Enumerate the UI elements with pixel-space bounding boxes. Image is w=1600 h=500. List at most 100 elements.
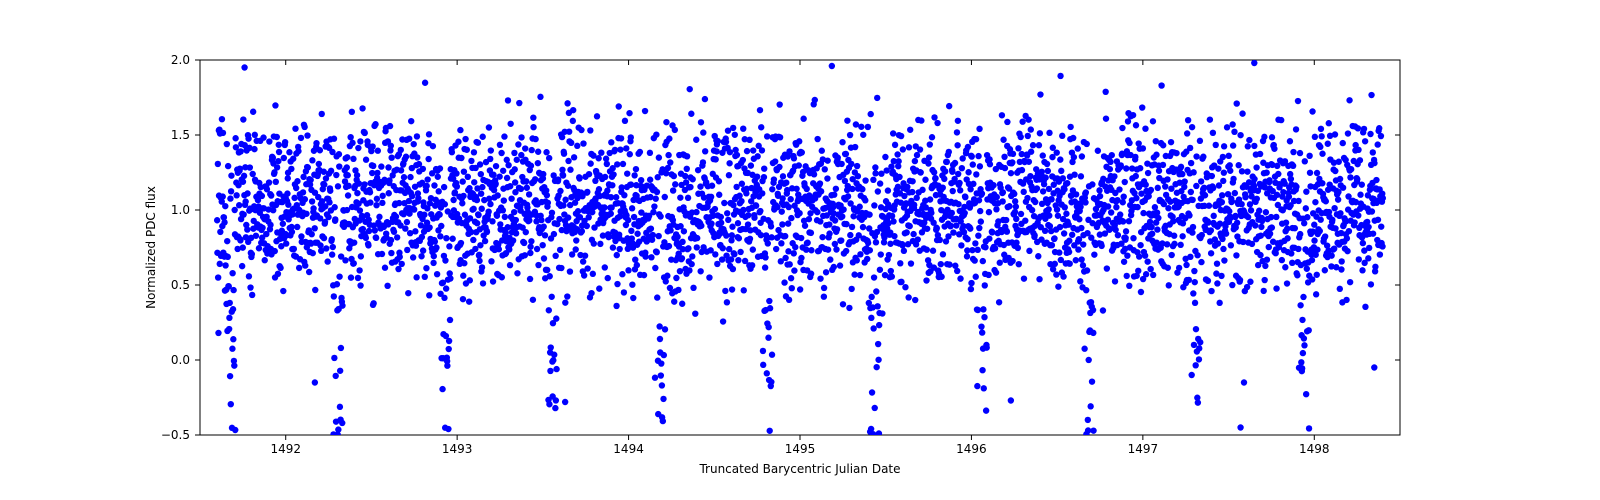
data-point bbox=[1195, 399, 1201, 405]
data-point bbox=[979, 367, 985, 373]
data-point bbox=[1375, 141, 1381, 147]
data-point bbox=[1232, 190, 1238, 196]
data-point bbox=[631, 172, 637, 178]
data-point bbox=[906, 144, 912, 150]
data-point bbox=[225, 254, 231, 260]
data-point bbox=[272, 248, 278, 254]
data-point bbox=[246, 273, 252, 279]
data-point bbox=[373, 202, 379, 208]
data-point bbox=[642, 108, 648, 114]
data-point bbox=[443, 235, 449, 241]
data-point bbox=[762, 254, 768, 260]
data-point bbox=[397, 254, 403, 260]
data-point bbox=[1297, 231, 1303, 237]
data-point bbox=[847, 132, 853, 138]
data-point bbox=[1309, 108, 1315, 114]
data-point bbox=[215, 330, 221, 336]
data-point bbox=[1144, 258, 1150, 264]
data-point bbox=[642, 253, 648, 259]
data-point bbox=[1085, 357, 1091, 363]
data-point bbox=[976, 197, 982, 203]
data-point bbox=[1019, 167, 1025, 173]
data-point bbox=[565, 214, 571, 220]
data-point bbox=[423, 265, 429, 271]
data-point bbox=[723, 232, 729, 238]
data-point bbox=[664, 273, 670, 279]
data-point bbox=[571, 154, 577, 160]
data-point bbox=[228, 188, 234, 194]
data-point bbox=[1348, 166, 1354, 172]
data-point bbox=[716, 178, 722, 184]
data-point bbox=[899, 242, 905, 248]
data-point bbox=[514, 270, 520, 276]
data-point bbox=[1040, 152, 1046, 158]
data-point bbox=[890, 218, 896, 224]
data-point bbox=[718, 214, 724, 220]
data-point bbox=[358, 253, 364, 259]
data-point bbox=[310, 205, 316, 211]
data-point bbox=[1217, 220, 1223, 226]
data-point bbox=[1237, 424, 1243, 430]
data-point bbox=[736, 193, 742, 199]
data-point bbox=[524, 185, 530, 191]
data-point bbox=[1126, 283, 1132, 289]
data-point bbox=[708, 194, 714, 200]
data-point bbox=[411, 141, 417, 147]
data-point bbox=[420, 247, 426, 253]
data-point bbox=[1187, 254, 1193, 260]
data-point bbox=[497, 142, 503, 148]
data-point bbox=[1307, 170, 1313, 176]
data-point bbox=[587, 160, 593, 166]
data-point bbox=[333, 373, 339, 379]
data-point bbox=[955, 118, 961, 124]
data-point bbox=[1221, 257, 1227, 263]
data-point bbox=[876, 430, 882, 436]
data-point bbox=[321, 235, 327, 241]
data-point bbox=[970, 181, 976, 187]
data-point bbox=[759, 147, 765, 153]
data-point bbox=[838, 161, 844, 167]
data-point bbox=[471, 149, 477, 155]
data-point bbox=[1282, 264, 1288, 270]
data-point bbox=[1220, 246, 1226, 252]
data-point bbox=[331, 204, 337, 210]
data-point bbox=[1028, 126, 1034, 132]
data-point bbox=[955, 171, 961, 177]
data-point bbox=[1192, 362, 1198, 368]
data-point bbox=[276, 149, 282, 155]
data-point bbox=[665, 152, 671, 158]
data-point bbox=[937, 237, 943, 243]
data-point bbox=[1262, 263, 1268, 269]
data-point bbox=[221, 219, 227, 225]
data-point bbox=[954, 268, 960, 274]
data-point bbox=[565, 183, 571, 189]
data-point bbox=[362, 130, 368, 136]
data-point bbox=[1359, 181, 1365, 187]
data-point bbox=[964, 236, 970, 242]
data-point bbox=[240, 116, 246, 122]
data-point bbox=[512, 166, 518, 172]
data-point bbox=[530, 124, 536, 130]
data-point bbox=[721, 200, 727, 206]
data-point bbox=[298, 135, 304, 141]
data-point bbox=[515, 141, 521, 147]
data-point bbox=[220, 193, 226, 199]
data-point bbox=[430, 143, 436, 149]
data-point bbox=[1269, 224, 1275, 230]
data-point bbox=[351, 260, 357, 266]
data-point bbox=[1264, 257, 1270, 263]
data-point bbox=[925, 160, 931, 166]
data-point bbox=[224, 141, 230, 147]
data-point bbox=[478, 190, 484, 196]
data-point bbox=[725, 217, 731, 223]
data-point bbox=[1340, 185, 1346, 191]
data-point bbox=[1218, 273, 1224, 279]
data-point bbox=[877, 267, 883, 273]
data-point bbox=[661, 352, 667, 358]
data-point bbox=[548, 344, 554, 350]
data-point bbox=[408, 118, 414, 124]
data-point bbox=[527, 276, 533, 282]
data-point bbox=[1042, 174, 1048, 180]
data-point bbox=[230, 306, 236, 312]
data-point bbox=[869, 389, 875, 395]
